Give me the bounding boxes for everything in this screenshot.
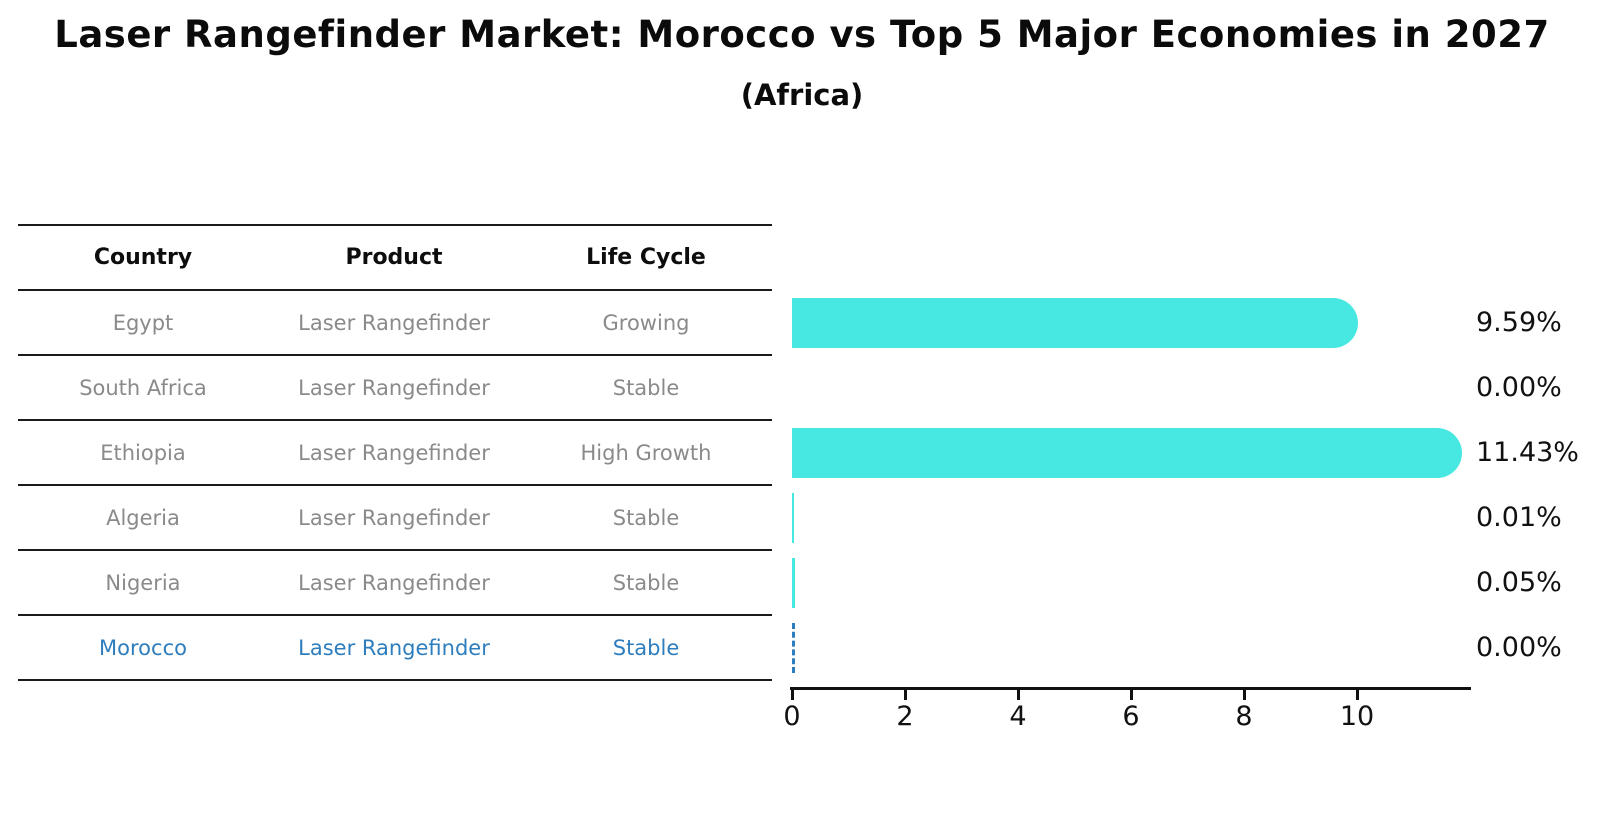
x-axis-tick <box>790 690 794 700</box>
table-row-rule <box>18 419 772 421</box>
x-axis-tick-label: 2 <box>896 701 914 732</box>
cell-product: Laser Rangefinder <box>298 310 490 335</box>
bar-morocco-dashed <box>792 622 795 673</box>
table-top-rule <box>18 224 772 226</box>
table-header-row: Country Product Life Cycle <box>18 225 772 290</box>
x-axis-tick <box>1016 690 1020 700</box>
cell-product: Laser Rangefinder <box>298 505 490 530</box>
bar-algeria <box>792 492 794 543</box>
table-row-morocco: Morocco Laser Rangefinder Stable <box>18 615 772 680</box>
x-axis-tick <box>1242 690 1246 700</box>
cell-product: Laser Rangefinder <box>298 570 490 595</box>
value-label-morocco: 0.00% <box>1476 631 1562 663</box>
bar-ethiopia <box>792 427 1462 478</box>
table-row-rule <box>18 614 772 616</box>
cell-product: Laser Rangefinder <box>298 635 490 660</box>
x-axis-tick <box>1129 690 1133 700</box>
cell-country: South Africa <box>79 375 207 400</box>
value-label-ethiopia: 11.43% <box>1476 436 1579 468</box>
x-axis-line <box>790 687 1471 690</box>
cell-life-cycle: Stable <box>612 505 680 530</box>
table-row-south-africa: South Africa Laser Rangefinder Stable <box>18 355 772 420</box>
chart-subtitle: (Africa) <box>740 78 864 112</box>
x-axis-tick <box>1355 690 1359 700</box>
bar-nigeria <box>792 557 795 608</box>
table-row-egypt: Egypt Laser Rangefinder Growing <box>18 290 772 355</box>
table-row-rule <box>18 549 772 551</box>
cell-life-cycle: Stable <box>612 375 680 400</box>
x-axis-tick-label: 0 <box>783 701 801 732</box>
cell-country: Morocco <box>99 635 187 660</box>
value-label-nigeria: 0.05% <box>1476 566 1562 598</box>
cell-life-cycle: Stable <box>612 635 680 660</box>
cell-country: Algeria <box>106 505 180 530</box>
column-header-life-cycle: Life Cycle <box>586 245 706 270</box>
bar-egypt <box>792 297 1358 348</box>
column-header-country: Country <box>93 245 193 270</box>
value-label-algeria: 0.01% <box>1476 501 1562 533</box>
table-row-algeria: Algeria Laser Rangefinder Stable <box>18 485 772 550</box>
table-header-rule <box>18 289 772 291</box>
table-row-rule <box>18 354 772 356</box>
x-axis-tick-label: 8 <box>1235 701 1253 732</box>
column-header-product: Product <box>345 245 443 270</box>
cell-product: Laser Rangefinder <box>298 375 490 400</box>
value-label-egypt: 9.59% <box>1476 306 1562 338</box>
x-axis-tick-label: 4 <box>1009 701 1027 732</box>
chart-title: Laser Rangefinder Market: Morocco vs Top… <box>54 13 1550 56</box>
cell-country: Egypt <box>112 310 174 335</box>
x-axis-tick-label: 6 <box>1122 701 1140 732</box>
cell-product: Laser Rangefinder <box>298 440 490 465</box>
x-axis-tick-label: 10 <box>1339 701 1375 732</box>
value-label-south-africa: 0.00% <box>1476 371 1562 403</box>
cell-life-cycle: Stable <box>612 570 680 595</box>
table-row-nigeria: Nigeria Laser Rangefinder Stable <box>18 550 772 615</box>
x-axis-tick <box>903 690 907 700</box>
cell-life-cycle: High Growth <box>580 440 712 465</box>
table-row-rule <box>18 484 772 486</box>
table-bottom-rule <box>18 679 772 681</box>
cell-country: Ethiopia <box>100 440 186 465</box>
cell-country: Nigeria <box>105 570 181 595</box>
table-row-ethiopia: Ethiopia Laser Rangefinder High Growth <box>18 420 772 485</box>
cell-life-cycle: Growing <box>602 310 690 335</box>
